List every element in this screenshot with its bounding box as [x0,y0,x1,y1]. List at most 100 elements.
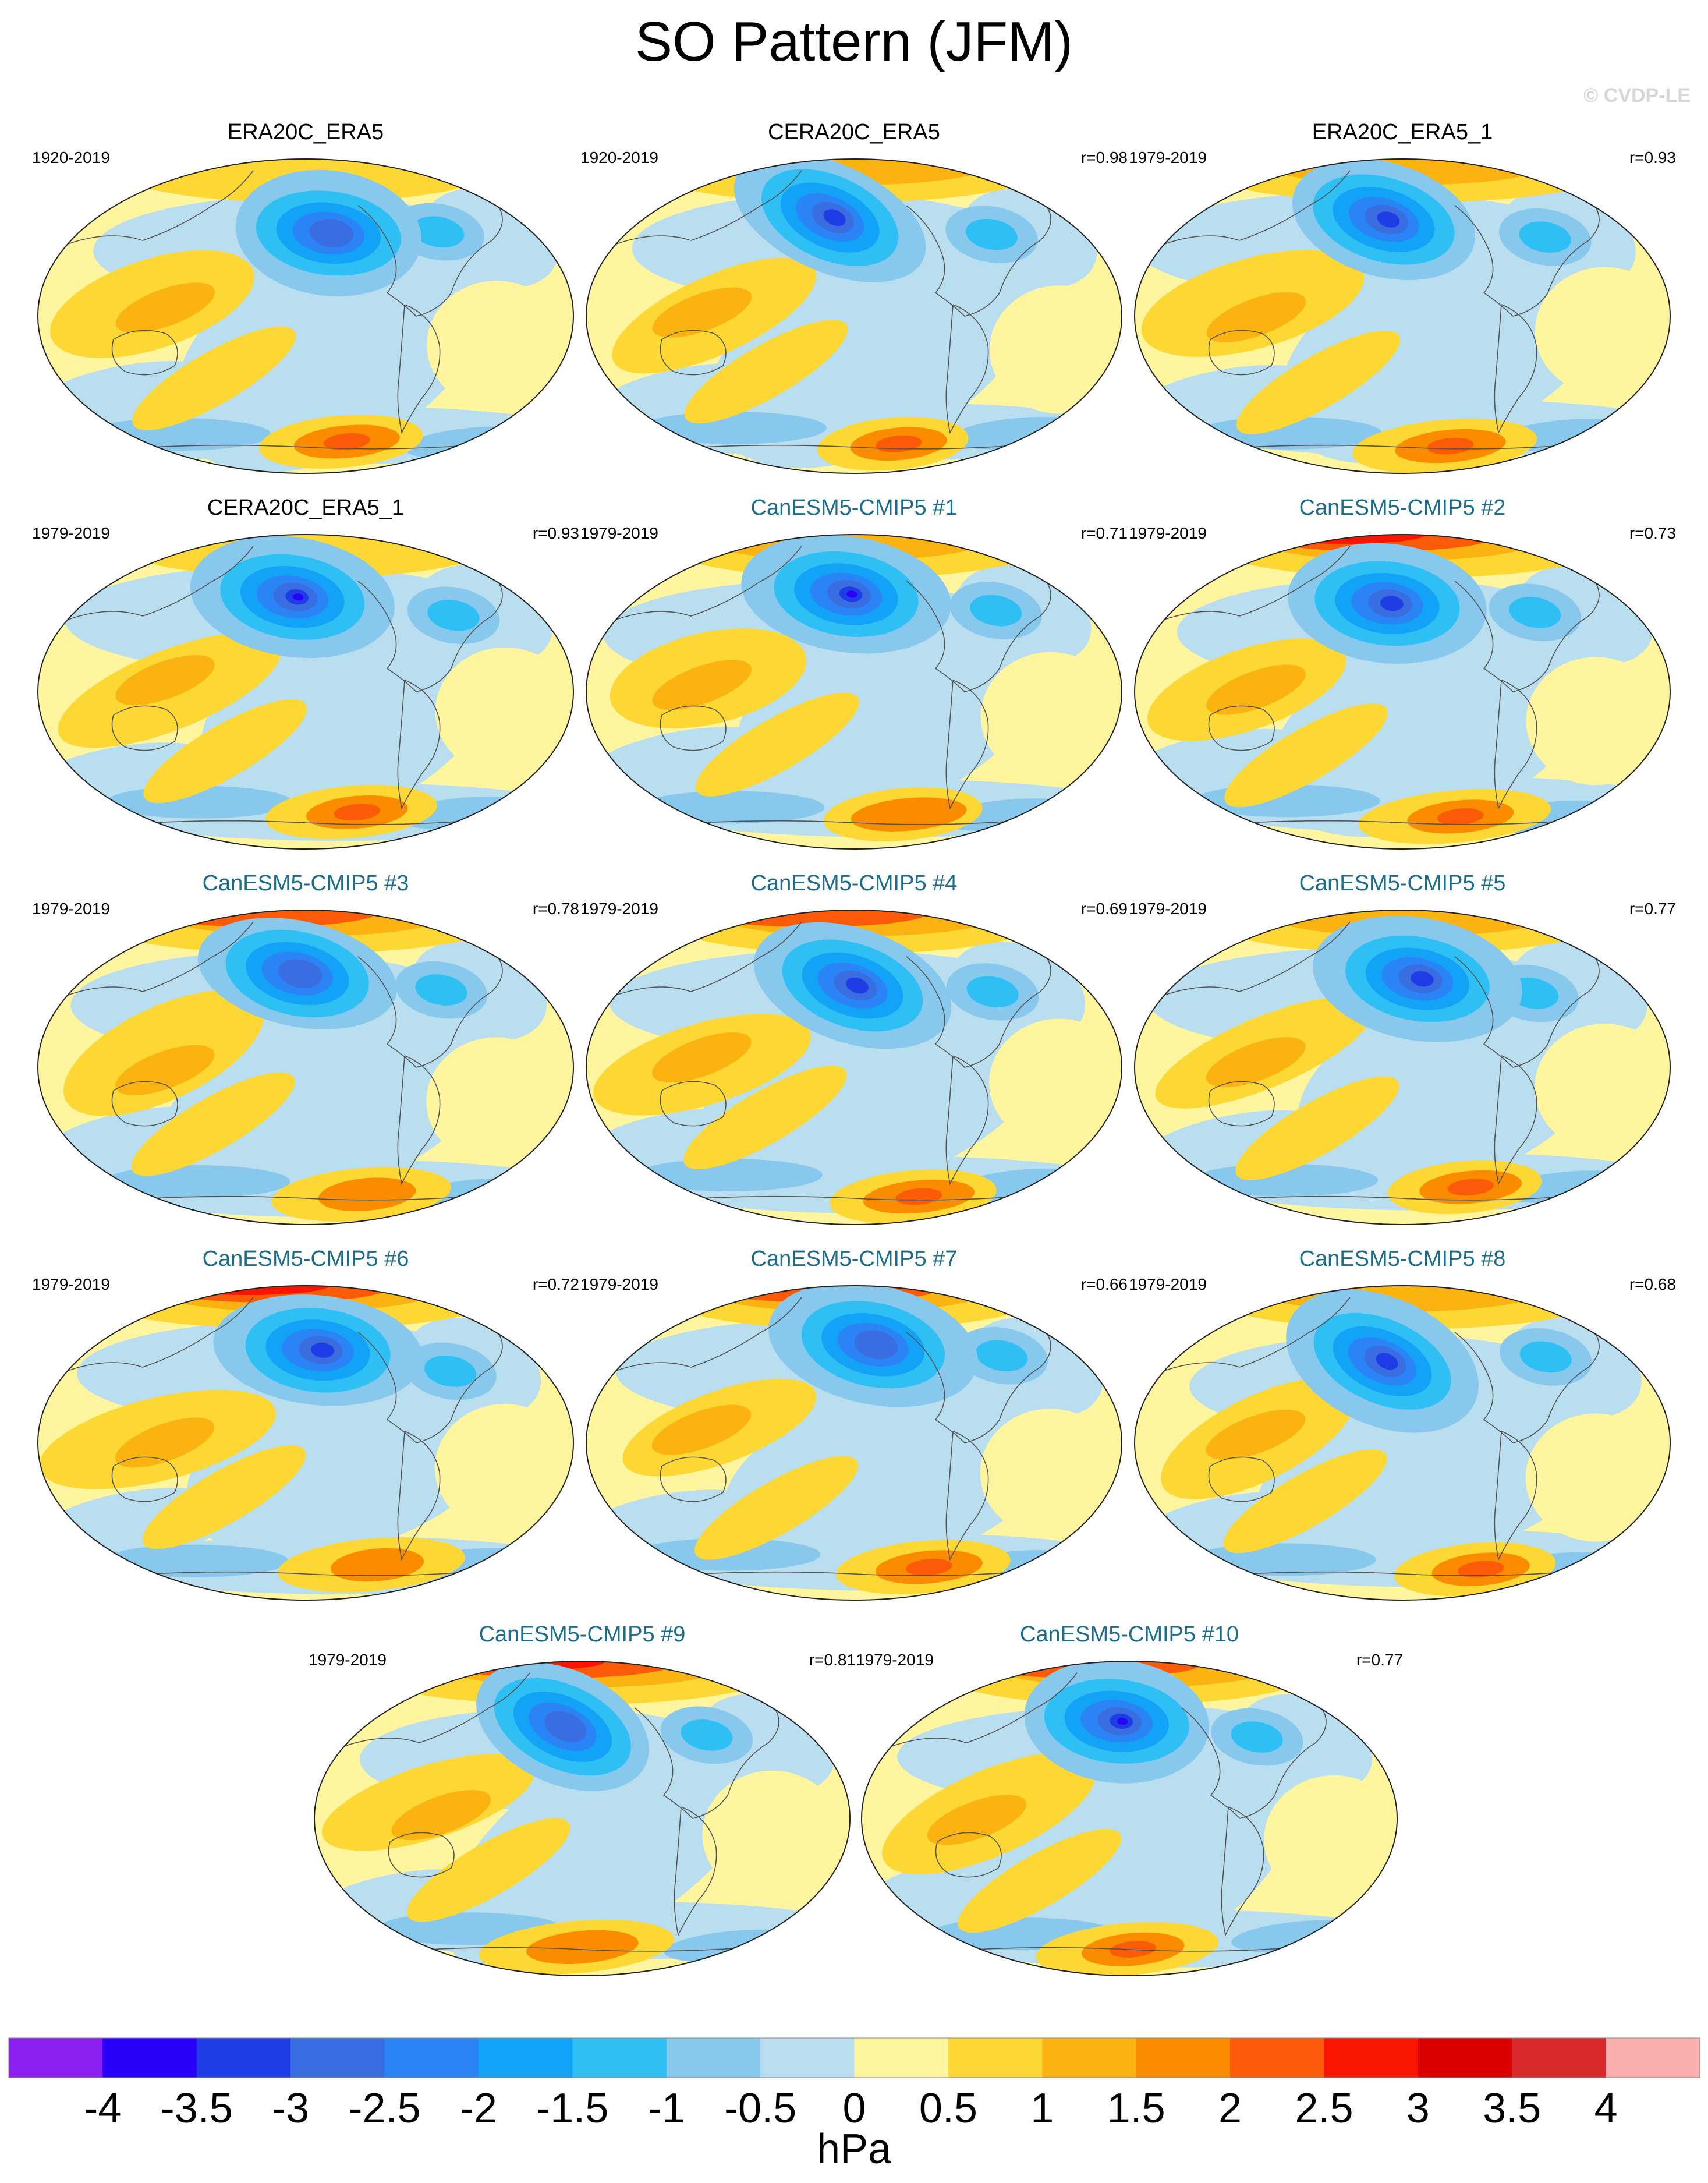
panel-correlation: r=0.66 [1080,1275,1128,1293]
panel-correlation: r=0.93 [1629,148,1676,167]
anomaly-contour [143,699,307,804]
anomaly-contour [640,411,827,444]
coastline-asia [609,170,802,247]
colorbar-tick-label: -3.5 [161,2085,233,2132]
colorbar-tick-label: 0 [842,2085,866,2132]
anomaly-contour [435,647,573,776]
coastline-australia [111,1081,178,1127]
coastline-south-america [1494,1055,1537,1186]
map-outline [586,158,1122,474]
anomaly-contour [980,652,1121,781]
anomaly-contour [104,1165,290,1198]
anomaly-contour [1231,1721,1283,1753]
panel-correlation: r=0.68 [1629,1275,1676,1293]
panel-title: CanESM5-CMIP5 #5 [1299,871,1506,896]
panel-period: 1979-2019 [1129,900,1207,918]
panel-title: CanESM5-CMIP5 #10 [1020,1622,1239,1647]
map-panel: CanESM5-CMIP5 #6 1979-2019 r=0.72 [32,1246,579,1607]
colorbar-tick-label: 3.5 [1483,2085,1541,2132]
anomaly-contour [851,797,967,832]
coastline-south-america [397,304,441,434]
anomaly-contour [1206,1037,1306,1088]
map-canvas [586,534,1122,850]
coastline-north-america [906,956,1051,1068]
anomaly-contour [115,282,215,333]
panel-period: 1920-2019 [580,148,658,167]
coastline-south-america [397,1431,441,1561]
anomaly-contour [426,1037,566,1166]
coastline-north-america [906,205,1051,317]
anomaly-contour [1519,221,1571,253]
colorbar-tick-label: -1.5 [536,2085,608,2132]
panel-correlation: r=0.72 [532,1275,579,1293]
anomaly-contour [1519,1341,1572,1373]
anomaly-contour [115,655,215,706]
anomaly-contour [823,209,846,227]
anomaly-contour [115,1417,215,1468]
map-panel: CanESM5-CMIP5 #5 1979-2019 r=0.77 [1129,871,1676,1232]
anomaly-contour [683,1066,847,1170]
anomaly-contour [311,1342,335,1358]
anomaly-contour [976,1340,1028,1371]
anomaly-contour [154,159,434,185]
coastline-australia [111,705,178,751]
coastline-north-america [1454,956,1600,1068]
anomaly-contour [702,1770,842,1899]
map-canvas [1134,1285,1671,1601]
map-panel: CanESM5-CMIP5 #7 1979-2019 r=0.66 [580,1246,1128,1607]
panel-title: CanESM5-CMIP5 #9 [479,1622,686,1647]
colorbar-frame [8,2037,1700,2078]
anomaly-contour [427,281,567,409]
colorbar-tick-label: 2.5 [1295,2085,1353,2132]
colorbar-swatch [290,2038,385,2078]
anomaly-contour [636,1159,823,1192]
panel-title: ERA20C_ERA5 [227,120,384,144]
coastline-australia [660,1456,727,1502]
colorbar-swatch [478,2038,573,2078]
anomaly-contour [1427,437,1474,455]
map-canvas [37,910,574,1225]
coastline-south-america [397,1055,441,1186]
coastline-north-america [357,581,503,692]
panel-correlation: r=0.71 [1080,524,1128,542]
panel-title: CanESM5-CMIP5 #4 [750,871,958,896]
map-field [1135,159,1670,473]
map-outline [861,1661,1398,1976]
map-panel: CanESM5-CMIP5 #4 1979-2019 r=0.69 [580,871,1128,1232]
map-field [314,1661,850,1976]
figure-title: SO Pattern (JFM) [635,10,1073,73]
anomaly-contour [895,1188,942,1205]
anomaly-contour [1224,703,1388,808]
map-field [38,159,573,473]
anomaly-contour [1236,330,1400,434]
coastline-north-america [357,956,503,1068]
map-panel: CERA20C_ERA5_1 1979-2019 r=0.93 [32,495,579,856]
anomaly-contour [1457,1561,1504,1578]
coastline-asia [609,1297,802,1374]
map-panel: CanESM5-CMIP5 #1 1979-2019 r=0.71 [580,495,1128,856]
anomaly-contour [1411,971,1434,987]
panel-period: 1979-2019 [32,1275,110,1293]
anomaly-contour [278,959,323,988]
panel-correlation: r=0.77 [1356,1651,1403,1669]
coastline-north-america [906,1332,1051,1443]
map-outline [37,910,574,1225]
colorbar-tick-label: -4 [84,2085,121,2132]
panel-title: CanESM5-CMIP5 #2 [1299,496,1506,520]
map-canvas [1134,534,1671,850]
anomaly-contour [406,1818,570,1922]
colorbar-tick-label: 2 [1218,2085,1242,2132]
map-canvas [1134,158,1671,474]
colorbar-tick-label: -1 [648,2085,685,2132]
coastline-south-america [945,304,989,434]
colorbar-swatch [384,2038,479,2078]
colorbar-tick-label: -2.5 [349,2085,421,2132]
coastline-australia [660,705,727,751]
map-outline [586,1285,1122,1601]
anomaly-contour [652,1032,752,1083]
coastline-asia [61,1297,254,1374]
panel-title: CERA20C_ERA5_1 [207,496,404,520]
panel-period: 1979-2019 [32,524,110,542]
map-outline [314,1661,851,1976]
panel-correlation: r=0.78 [532,900,579,918]
